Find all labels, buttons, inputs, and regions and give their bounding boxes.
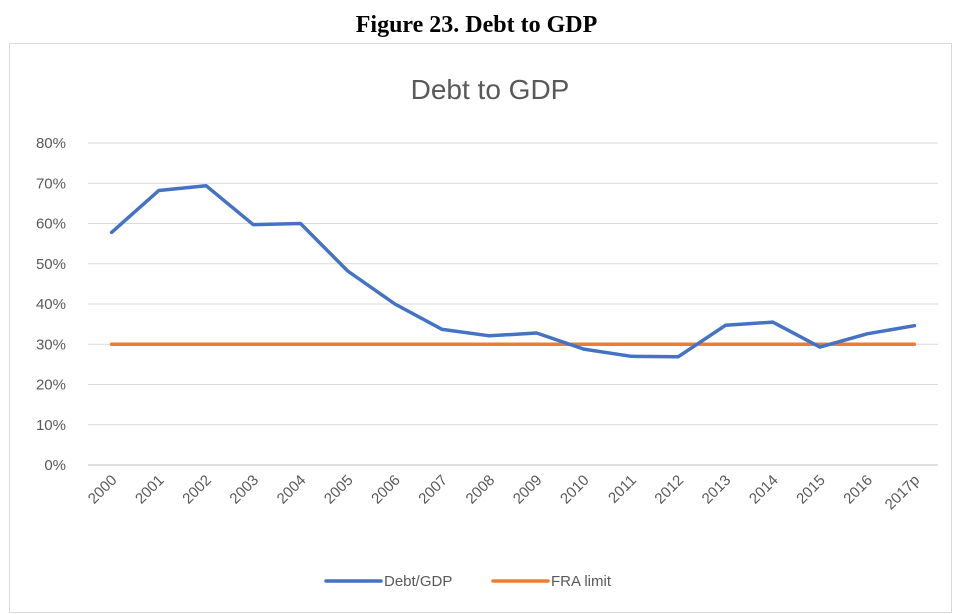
x-tick-label: 2012 [651, 472, 687, 508]
x-tick-label: 2009 [510, 472, 546, 508]
legend-label: FRA limit [551, 573, 612, 590]
x-tick-label: 2006 [368, 472, 404, 508]
y-tick-label: 80% [36, 135, 66, 152]
x-tick-label: 2017p [882, 472, 924, 514]
x-tick-label: 2005 [321, 472, 357, 508]
figure-caption: Figure 23. Debt to GDP [355, 12, 598, 38]
x-tick-label: 2011 [605, 472, 640, 507]
x-tick-label: 2007 [415, 472, 451, 508]
x-tick-label: 2003 [226, 472, 262, 508]
x-tick-label: 2015 [793, 472, 829, 508]
x-tick-label: 2008 [463, 472, 499, 508]
legend: Debt/GDP FRA limit [324, 573, 612, 590]
y-tick-label: 20% [36, 377, 66, 394]
x-tick-label: 2001 [132, 472, 168, 508]
y-axis-ticks: 0% 10% 20% 30% 40% 50% 60% 70% 80% [36, 135, 66, 474]
y-tick-label: 30% [36, 336, 66, 353]
y-tick-label: 60% [36, 216, 66, 233]
x-tick-label: 2014 [746, 472, 782, 508]
chart-frame [9, 43, 952, 613]
y-tick-label: 10% [36, 417, 66, 434]
x-tick-label: 2002 [179, 472, 215, 508]
y-tick-label: 70% [36, 175, 66, 192]
legend-label: Debt/GDP [384, 573, 452, 590]
series-lines [109, 183, 917, 359]
series-line-debt-gdp [109, 183, 917, 359]
y-tick-label: 50% [36, 256, 66, 273]
x-tick-label: 2000 [85, 472, 121, 508]
x-tick-label: 2004 [274, 472, 310, 508]
x-tick-label: 2010 [557, 472, 593, 508]
y-tick-label: 40% [36, 296, 66, 313]
x-tick-label: 2013 [699, 472, 735, 508]
x-axis-ticks: 2000 2001 2002 2003 2004 2005 2006 2007 2008 2009… [85, 472, 923, 514]
x-tick-label: 2016 [840, 472, 876, 508]
y-tick-label: 0% [44, 457, 66, 474]
chart-title: Debt to GDP [411, 74, 570, 105]
